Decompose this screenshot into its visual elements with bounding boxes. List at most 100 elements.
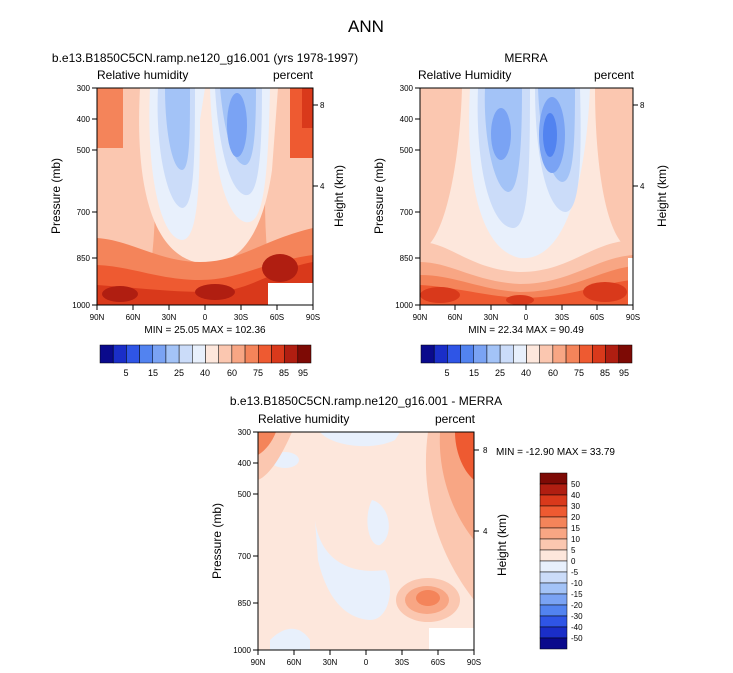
colorbar-label: 15 — [571, 524, 580, 533]
colorbar-label: 25 — [495, 368, 505, 378]
colorbar-swatch — [618, 344, 633, 364]
panel-diff: b.e13.B1850C5CN.ramp.ne120_g16.001 - MER… — [210, 394, 615, 667]
x-tick-label: 60S — [270, 313, 284, 322]
colorbar-label: 20 — [571, 513, 580, 522]
left-label: Relative humidity — [97, 68, 188, 82]
colorbar-label: 5 — [123, 368, 128, 378]
colorbar-swatch — [205, 344, 219, 364]
colorbar-label: 40 — [200, 368, 210, 378]
y-tick-label: 300 — [77, 84, 91, 93]
y-tick-label: 850 — [238, 599, 252, 608]
x-axis: 90N 60N 30N 0 30S 60S 90S — [90, 305, 320, 322]
colorbar-swatches — [539, 472, 568, 650]
y-tick-label: 1000 — [395, 301, 413, 310]
colorbar-swatch — [112, 344, 127, 364]
colorbar-label: 85 — [279, 368, 289, 378]
colorbar-label: -30 — [571, 612, 583, 621]
colorbar-label: -40 — [571, 623, 583, 632]
colorbar-label: 25 — [174, 368, 184, 378]
stats-label: MIN = 25.05 MAX = 102.36 — [144, 325, 266, 336]
colorbar-swatch — [539, 538, 568, 551]
y-tick-label: 300 — [238, 428, 252, 437]
x-tick-label: 60S — [431, 658, 445, 667]
colorbar-label: -5 — [571, 568, 579, 577]
colorbar-swatch — [486, 344, 501, 364]
y-tick-label: 300 — [400, 84, 414, 93]
colorbar-swatch — [579, 344, 593, 364]
x-tick-label: 30N — [323, 658, 338, 667]
x-tick-label: 30S — [395, 658, 409, 667]
y-axis-title: Pressure (mb) — [210, 503, 224, 579]
x-tick-label: 30S — [234, 313, 248, 322]
panel-title: b.e13.B1850C5CN.ramp.ne120_g16.001 - MER… — [230, 394, 502, 408]
y-tick-label: 400 — [400, 115, 414, 124]
y-axis: 300 400 500 700 850 1000 Pressure (mb) — [372, 84, 420, 310]
colorbar-swatch — [139, 344, 153, 364]
colorbar-swatch — [539, 516, 568, 529]
x-tick-label: 30N — [162, 313, 177, 322]
colorbar-swatch — [552, 344, 567, 364]
colorbar-swatch — [99, 344, 114, 364]
x-axis: 90N 60N 30N 0 30S 60S 90S — [413, 305, 640, 322]
colorbar-swatch — [539, 527, 568, 540]
x-tick-label: 30N — [484, 313, 499, 322]
colorbar-swatch — [218, 344, 233, 364]
colorbar-swatch — [539, 626, 568, 639]
right-label: percent — [594, 68, 635, 82]
left-label: Relative humidity — [258, 412, 349, 426]
y2-axis-title: Height (km) — [332, 165, 346, 227]
y-tick-label: 850 — [77, 254, 91, 263]
x-tick-label: 0 — [203, 313, 208, 322]
colorbar-swatch — [539, 344, 554, 364]
colorbar-label: 5 — [571, 546, 576, 555]
stats-label: MIN = 22.34 MAX = 90.49 — [468, 325, 584, 336]
colorbar-swatches — [99, 344, 312, 364]
y-tick-label: 700 — [400, 208, 414, 217]
colorbar-swatch — [271, 344, 285, 364]
colorbar-swatch — [565, 344, 580, 364]
contour-field — [420, 88, 633, 305]
y-tick-label: 500 — [400, 146, 414, 155]
colorbar-swatch — [539, 604, 568, 617]
colorbar-swatch — [539, 582, 568, 595]
panel-title: b.e13.B1850C5CN.ramp.ne120_g16.001 (yrs … — [52, 51, 358, 65]
colorbar-swatch — [460, 344, 474, 364]
y2-tick-label: 4 — [483, 527, 488, 536]
panel-obs: MERRA Relative Humidity percent — [372, 51, 669, 378]
x-tick-label: 90N — [413, 313, 428, 322]
y-axis: 300 400 500 700 850 1000 Pressure (mb) — [49, 84, 97, 310]
x-tick-label: 60N — [448, 313, 463, 322]
colorbar-swatch — [539, 549, 568, 562]
stats-label: MIN = -12.90 MAX = 33.79 — [496, 447, 615, 458]
colorbar-swatch — [231, 344, 246, 364]
colorbar-label: -15 — [571, 590, 583, 599]
y-tick-label: 1000 — [233, 646, 251, 655]
colorbar-swatch — [605, 344, 620, 364]
right-label: percent — [273, 68, 314, 82]
colorbar-swatch — [192, 344, 206, 364]
colorbar-swatch — [284, 344, 299, 364]
colorbar-label: 0 — [571, 557, 576, 566]
colorbar-swatch — [258, 344, 272, 364]
x-tick-label: 0 — [364, 658, 369, 667]
colorbar-swatch — [539, 494, 568, 507]
y2-axis-title: Height (km) — [655, 165, 669, 227]
x-tick-label: 90N — [251, 658, 266, 667]
colorbar-label: 50 — [571, 480, 580, 489]
y2-tick-label: 4 — [640, 182, 645, 191]
x-tick-label: 30S — [555, 313, 569, 322]
y2-tick-label: 8 — [320, 101, 325, 110]
x-tick-label: 60N — [126, 313, 141, 322]
colorbar-swatch — [165, 344, 180, 364]
colorbar-swatch — [539, 483, 568, 496]
y-axis-title: Pressure (mb) — [49, 158, 63, 234]
colorbar-swatch — [513, 344, 527, 364]
x-tick-label: 90S — [467, 658, 481, 667]
contour-field — [97, 88, 313, 305]
colorbar-swatch — [297, 344, 312, 364]
colorbar-swatch — [539, 505, 568, 518]
y-tick-label: 400 — [77, 115, 91, 124]
left-label: Relative Humidity — [418, 68, 511, 82]
contour-field — [258, 432, 474, 650]
colorbar-label: -50 — [571, 634, 583, 643]
